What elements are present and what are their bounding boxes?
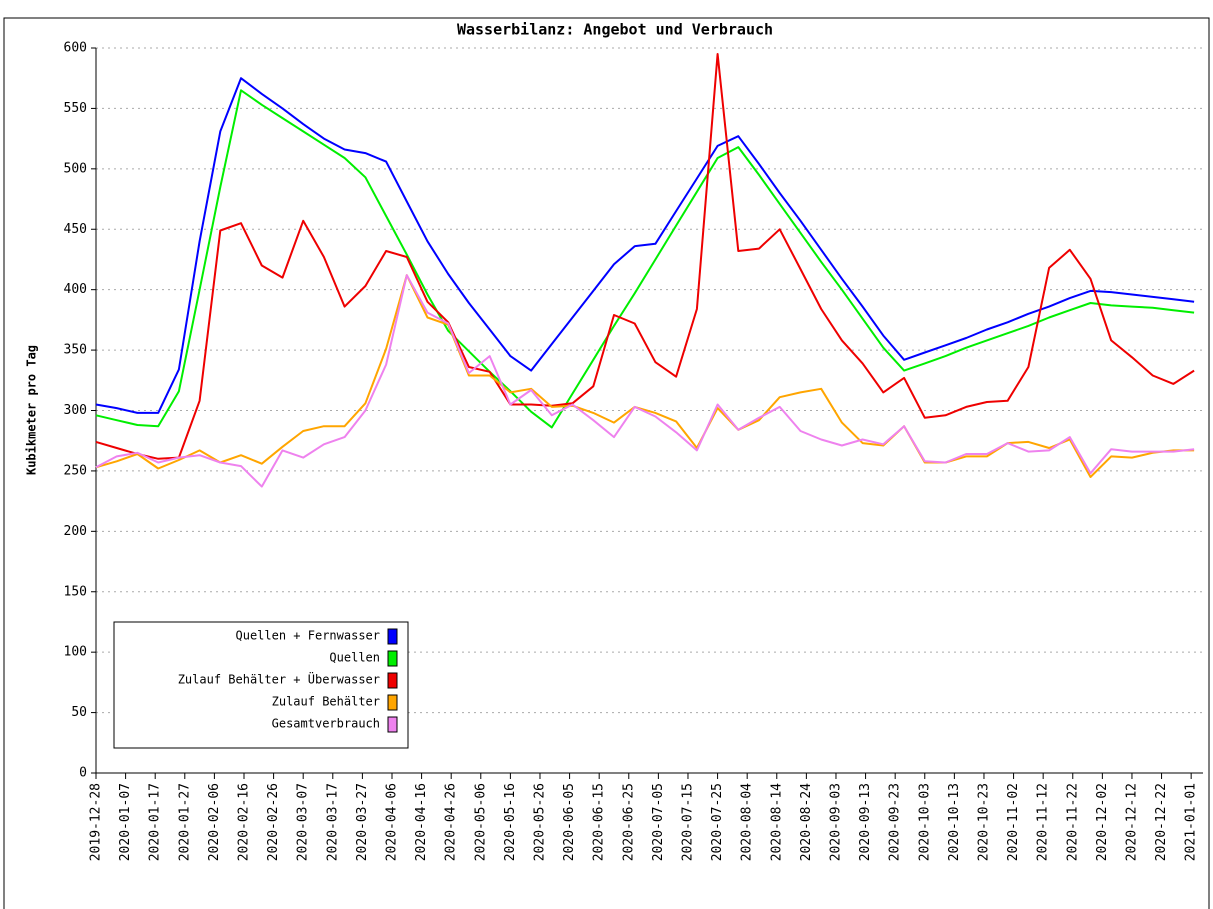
x-tick-label: 2020-04-16 bbox=[414, 783, 429, 861]
x-tick-label: 2020-06-15 bbox=[592, 783, 607, 861]
legend-swatch bbox=[387, 672, 398, 689]
x-tick-label: 2020-06-05 bbox=[562, 783, 577, 861]
x-tick-label: 2020-05-06 bbox=[473, 783, 488, 861]
legend-label: Gesamtverbrauch bbox=[272, 717, 380, 731]
legend-swatch bbox=[387, 716, 398, 733]
x-tick-label: 2020-09-03 bbox=[828, 783, 843, 861]
x-tick-label: 2020-04-26 bbox=[444, 783, 459, 861]
y-tick-label: 450 bbox=[64, 222, 87, 237]
y-tick-label: 150 bbox=[64, 584, 87, 599]
x-tick-label: 2020-02-16 bbox=[236, 783, 251, 861]
x-tick-label: 2020-10-13 bbox=[947, 783, 962, 861]
x-tick-label: 2020-02-26 bbox=[266, 783, 281, 861]
x-tick-label: 2020-09-23 bbox=[888, 783, 903, 861]
x-tick-label: 2020-12-22 bbox=[1154, 783, 1169, 861]
y-tick-label: 350 bbox=[64, 343, 87, 358]
y-tick-label: 200 bbox=[64, 524, 87, 539]
x-tick-label: 2020-03-07 bbox=[296, 783, 311, 861]
legend-label: Quellen + Fernwasser bbox=[236, 629, 381, 643]
legend-swatch bbox=[387, 694, 398, 711]
chart-title: Wasserbilanz: Angebot und Verbrauch bbox=[457, 21, 773, 39]
y-tick-label: 100 bbox=[64, 645, 87, 660]
y-tick-label: 400 bbox=[64, 282, 87, 297]
x-tick-label: 2020-10-23 bbox=[976, 783, 991, 861]
y-tick-label: 550 bbox=[64, 101, 87, 116]
y-tick-label: 0 bbox=[79, 766, 87, 781]
y-tick-label: 300 bbox=[64, 403, 87, 418]
x-tick-label: 2020-05-16 bbox=[503, 783, 518, 861]
x-tick-label: 2020-06-25 bbox=[621, 783, 636, 861]
x-tick-label: 2020-01-27 bbox=[177, 783, 192, 861]
legend-label: Zulauf Behälter + Überwasser bbox=[178, 671, 380, 687]
x-tick-label: 2020-10-03 bbox=[917, 783, 932, 861]
x-tick-label: 2020-08-24 bbox=[799, 783, 814, 861]
x-tick-label: 2020-12-12 bbox=[1124, 783, 1139, 861]
legend-swatch bbox=[387, 628, 398, 645]
series-line bbox=[95, 89, 1195, 429]
series-line bbox=[95, 53, 1195, 460]
x-tick-label: 2020-01-07 bbox=[118, 783, 133, 861]
x-tick-label: 2019-12-28 bbox=[89, 783, 104, 861]
x-tick-label: 2020-07-15 bbox=[680, 783, 695, 861]
series-line bbox=[95, 77, 1195, 414]
x-tick-label: 2020-04-06 bbox=[384, 783, 399, 861]
y-tick-label: 600 bbox=[64, 41, 87, 56]
x-tick-label: 2020-07-25 bbox=[710, 783, 725, 861]
y-tick-label: 500 bbox=[64, 161, 87, 176]
x-tick-label: 2020-07-05 bbox=[651, 783, 666, 861]
x-tick-label: 2020-02-06 bbox=[207, 783, 222, 861]
x-tick-label: 2020-11-02 bbox=[1006, 783, 1021, 861]
legend-box bbox=[113, 621, 409, 749]
series-line bbox=[95, 274, 1195, 478]
legend-label: Zulauf Behälter bbox=[272, 695, 380, 709]
y-axis-label: Kubikmeter pro Tag bbox=[25, 345, 39, 475]
x-tick-label: 2021-01-01 bbox=[1184, 783, 1199, 861]
legend-label: Quellen bbox=[329, 651, 380, 665]
x-tick-label: 2020-03-27 bbox=[355, 783, 370, 861]
y-tick-label: 250 bbox=[64, 463, 87, 478]
x-tick-label: 2020-08-14 bbox=[769, 783, 784, 861]
chart-frame bbox=[3, 17, 1210, 909]
x-tick-label: 2020-11-12 bbox=[1036, 783, 1051, 861]
x-tick-label: 2020-09-13 bbox=[858, 783, 873, 861]
legend-swatch bbox=[387, 650, 398, 667]
series-line bbox=[95, 274, 1195, 488]
x-tick-label: 2020-08-04 bbox=[740, 783, 755, 861]
x-tick-label: 2020-12-02 bbox=[1095, 783, 1110, 861]
x-tick-label: 2020-01-17 bbox=[148, 783, 163, 861]
x-tick-label: 2020-11-22 bbox=[1065, 783, 1080, 861]
y-tick-label: 50 bbox=[71, 705, 87, 720]
x-tick-label: 2020-03-17 bbox=[325, 783, 340, 861]
x-tick-label: 2020-05-26 bbox=[532, 783, 547, 861]
